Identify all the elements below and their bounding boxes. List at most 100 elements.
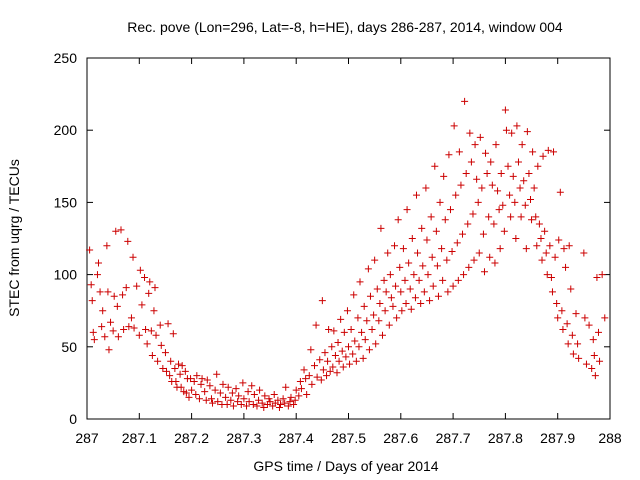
x-tick-label: 287.9 xyxy=(540,430,575,446)
data-point xyxy=(136,266,144,274)
data-point xyxy=(169,330,177,338)
data-point xyxy=(202,396,210,404)
data-point xyxy=(585,321,593,329)
x-tick-label: 287.5 xyxy=(331,430,366,446)
data-point xyxy=(414,249,422,257)
data-point xyxy=(426,297,434,305)
data-point xyxy=(105,346,113,354)
data-point xyxy=(560,245,568,253)
x-axis-label: GPS time / Days of year 2014 xyxy=(253,458,438,474)
data-point xyxy=(346,360,354,368)
data-point xyxy=(394,216,402,224)
data-point xyxy=(434,292,442,300)
data-point xyxy=(593,273,601,281)
data-point xyxy=(499,201,507,209)
data-point xyxy=(162,367,170,375)
x-tick-label: 287 xyxy=(75,430,99,446)
x-tick: 287.3 xyxy=(226,58,262,446)
data-point xyxy=(454,276,462,284)
data-point xyxy=(529,148,537,156)
data-point xyxy=(556,188,564,196)
data-point xyxy=(527,196,535,204)
data-point xyxy=(534,162,542,170)
data-point xyxy=(120,325,128,333)
data-point xyxy=(178,362,186,370)
data-point xyxy=(152,331,160,339)
y-tick-label: 150 xyxy=(54,194,78,210)
data-point xyxy=(590,351,598,359)
data-point xyxy=(427,213,435,221)
data-point xyxy=(192,390,200,398)
data-point xyxy=(358,328,366,336)
data-point xyxy=(553,299,561,307)
data-point xyxy=(244,388,252,396)
data-point xyxy=(89,328,97,336)
data-point xyxy=(396,263,404,271)
data-point xyxy=(282,383,290,391)
data-point xyxy=(386,271,394,279)
data-point xyxy=(197,380,205,388)
data-point xyxy=(334,338,342,346)
x-tick: 287.4 xyxy=(279,58,314,446)
data-point xyxy=(438,245,446,253)
data-point xyxy=(290,401,298,409)
data-point xyxy=(384,249,392,257)
data-point xyxy=(453,239,461,247)
x-tick: 287.8 xyxy=(488,58,523,446)
data-point xyxy=(440,172,448,180)
data-point xyxy=(422,184,430,192)
data-point xyxy=(127,314,135,322)
data-point xyxy=(133,282,141,290)
data-point xyxy=(93,271,101,279)
data-point xyxy=(286,398,294,406)
data-point xyxy=(412,191,420,199)
data-point xyxy=(423,236,431,244)
data-point xyxy=(532,213,540,221)
data-point xyxy=(554,314,562,322)
data-point xyxy=(441,216,449,224)
data-point xyxy=(313,373,321,381)
data-point xyxy=(150,307,158,315)
data-point xyxy=(543,271,551,279)
data-point xyxy=(214,398,222,406)
data-point xyxy=(401,276,409,284)
data-point xyxy=(326,367,334,375)
data-point xyxy=(302,375,310,383)
data-point xyxy=(523,128,531,136)
data-point xyxy=(563,320,571,328)
data-point xyxy=(275,403,283,411)
data-point xyxy=(520,177,528,185)
data-point xyxy=(378,331,386,339)
data-point xyxy=(260,403,268,411)
data-point xyxy=(270,390,278,398)
data-point xyxy=(124,237,132,245)
x-tick-label: 287.6 xyxy=(383,430,418,446)
data-point xyxy=(201,388,209,396)
data-point xyxy=(249,401,257,409)
y-tick-label: 0 xyxy=(69,411,77,427)
x-tick: 287 xyxy=(75,58,99,446)
data-point xyxy=(473,175,481,183)
data-point xyxy=(514,158,522,166)
data-point xyxy=(476,133,484,141)
data-point xyxy=(443,256,451,264)
data-point xyxy=(364,265,372,273)
y-axis-label: STEC from uqrg / TECUs xyxy=(6,159,22,317)
data-point xyxy=(562,263,570,271)
data-point xyxy=(417,299,425,307)
data-point xyxy=(487,158,495,166)
data-point xyxy=(171,364,179,372)
data-point xyxy=(402,299,410,307)
data-point xyxy=(104,288,112,296)
data-point xyxy=(474,198,482,206)
data-point xyxy=(355,343,363,351)
data-point xyxy=(316,356,324,364)
x-tick: 287.6 xyxy=(383,58,419,446)
data-point xyxy=(448,247,456,255)
data-point xyxy=(518,141,526,149)
data-point xyxy=(363,317,371,325)
data-point xyxy=(122,284,130,292)
data-point xyxy=(580,249,588,257)
data-point xyxy=(525,170,533,178)
data-point xyxy=(373,285,381,293)
